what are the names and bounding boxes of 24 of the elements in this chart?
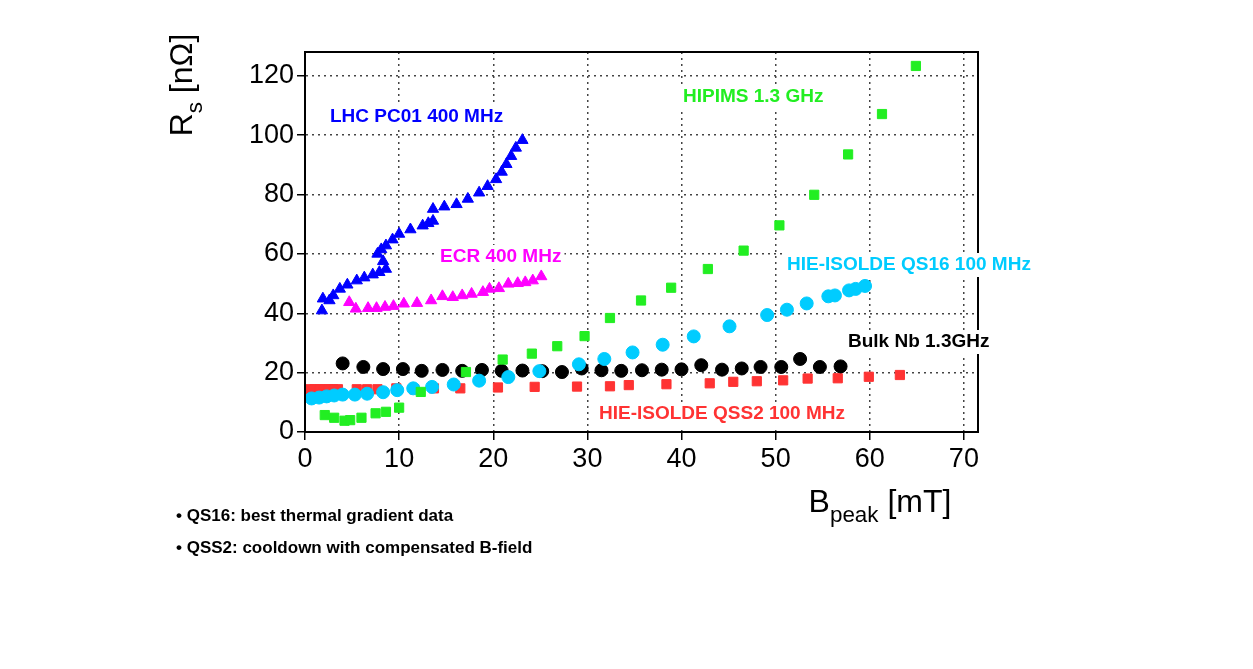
x-tick-label: 30: [572, 442, 603, 473]
x-tick-label: 60: [854, 442, 885, 473]
y-tick-label: 120: [248, 59, 294, 90]
text: • QS16: best thermal gradient data: [176, 505, 455, 527]
y-tick-label: 100: [248, 118, 294, 149]
y-tick-label: 40: [263, 296, 294, 327]
series-label: HIE-ISOLDE QSS2 100 MHz: [599, 402, 846, 424]
x-tick-label: 10: [384, 442, 415, 473]
x-tick-label: 70: [948, 442, 979, 473]
y-tick-label: 0: [278, 415, 294, 446]
x-tick-label: 40: [666, 442, 697, 473]
series-label: LHC PC01 400 MHz: [330, 105, 504, 127]
y-tick-label: 60: [263, 237, 294, 268]
series-label: HIE-ISOLDE QS16 100 MHz: [787, 253, 1031, 275]
y-tick-label: 80: [263, 177, 294, 208]
y-axis-title: Rs [nΩ]: [163, 33, 207, 137]
x-tick-label: 50: [760, 442, 791, 473]
y-tick-label: 20: [263, 356, 294, 387]
text: HIPIMS 1.3 GHz: [683, 85, 824, 107]
text: • QSS2: cooldown with compensated B-field: [176, 537, 533, 559]
series-label: Bulk Nb 1.3GHz: [848, 330, 990, 352]
series-label: ECR 400 MHz: [440, 245, 562, 267]
x-tick-label: 20: [478, 442, 509, 473]
x-tick-label: 0: [297, 442, 313, 473]
